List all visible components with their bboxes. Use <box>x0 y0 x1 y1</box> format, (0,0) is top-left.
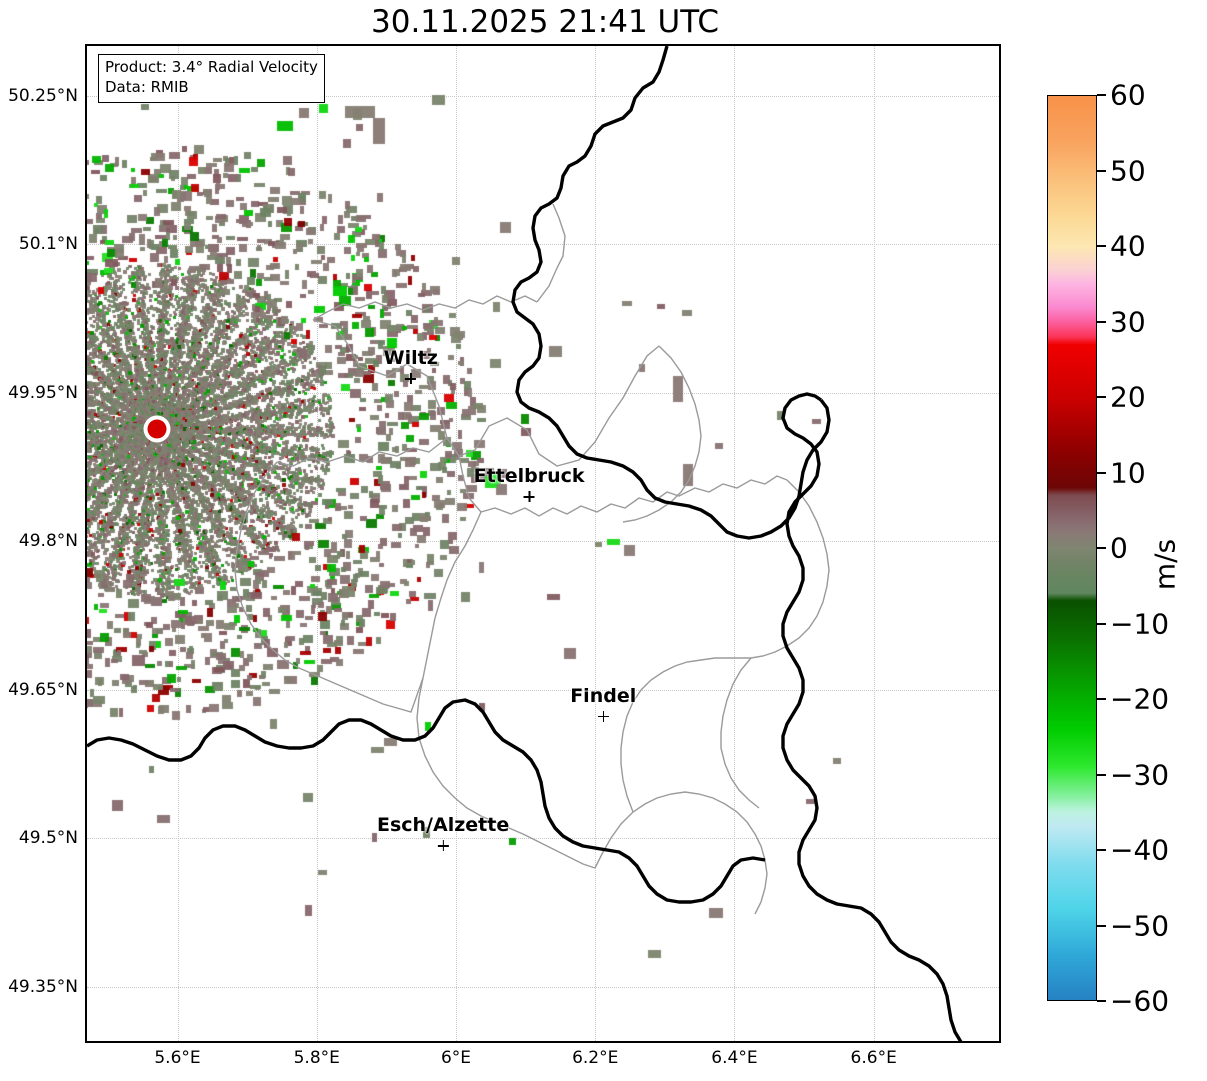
radar-map-plot[interactable]: Product: 3.4° Radial Velocity Data: RMIB… <box>85 44 1001 1043</box>
district-borders <box>234 203 830 915</box>
y-tick-label-6: 49.35°N <box>8 976 78 997</box>
x-tick-label-3: 6.2°E <box>572 1048 619 1068</box>
colorbar-tick-label-10: −40 <box>1110 833 1170 867</box>
info-product-line: Product: 3.4° Radial Velocity <box>105 58 318 76</box>
colorbar-tick-mark-3 <box>1097 320 1106 323</box>
colorbar-gradient <box>1047 95 1097 1001</box>
colorbar-tick-mark-8 <box>1097 698 1106 700</box>
colorbar-tick-label-12: −60 <box>1110 984 1170 1018</box>
colorbar[interactable]: 60 50 40 30 20 10 0 −10 −20 −30 −40 −50 −60 <box>1047 79 1169 1018</box>
colorbar-tick-label-9: −30 <box>1110 758 1170 791</box>
x-tick-label-2: 6°E <box>440 1048 471 1068</box>
info-box: Product: 3.4° Radial Velocity Data: RMIB <box>98 54 325 103</box>
x-tick-label-0: 5.6°E <box>154 1048 201 1068</box>
y-tick-label-3: 49.8°N <box>18 531 78 552</box>
x-tick-label-5: 6.6°E <box>850 1048 897 1068</box>
colorbar-tick-label-4: 20 <box>1110 380 1146 414</box>
colorbar-tick-mark-11 <box>1097 924 1106 927</box>
colorbar-tick-mark-6 <box>1097 547 1106 549</box>
radar-site-marker[interactable] <box>147 419 167 439</box>
country-borders <box>87 46 963 1041</box>
y-tick-label-2: 49.95°N <box>8 382 78 403</box>
colorbar-tick-mark-9 <box>1097 773 1106 776</box>
colorbar-tick-label-5: 10 <box>1110 456 1146 489</box>
colorbar-tick-label-2: 40 <box>1110 229 1146 263</box>
colorbar-axis-label: m/s <box>1148 538 1182 591</box>
colorbar-tick-label-1: 50 <box>1110 154 1146 187</box>
x-tick-label-1: 5.8°E <box>293 1048 340 1068</box>
colorbar-tick-label-8: −20 <box>1110 682 1170 716</box>
colorbar-tick-label-7: −10 <box>1110 607 1170 640</box>
y-tick-label-1: 50.1°N <box>18 234 78 254</box>
colorbar-tick-mark-2 <box>1097 245 1106 247</box>
colorbar-tick-mark-1 <box>1097 169 1106 172</box>
colorbar-tick-mark-4 <box>1097 396 1106 398</box>
colorbar-tick-mark-12 <box>1097 1000 1106 1002</box>
map-vector-layer <box>87 46 963 1041</box>
colorbar-tick-label-11: −50 <box>1110 909 1170 942</box>
colorbar-tick-label-6: 0 <box>1110 531 1128 565</box>
y-tick-label-0: 50.25°N <box>8 85 78 106</box>
info-data-line: Data: RMIB <box>105 77 189 96</box>
colorbar-tick-mark-0 <box>1097 94 1106 96</box>
colorbar-tick-mark-10 <box>1097 849 1106 851</box>
colorbar-tick-mark-7 <box>1097 622 1106 625</box>
colorbar-tick-mark-5 <box>1097 471 1106 474</box>
y-tick-label-5: 49.5°N <box>18 828 78 849</box>
x-tick-label-4: 6.4°E <box>711 1048 758 1068</box>
y-tick-label-4: 49.65°N <box>8 679 78 700</box>
colorbar-tick-label-0: 60 <box>1110 78 1146 112</box>
colorbar-tick-label-3: 30 <box>1110 305 1146 338</box>
page-title: 30.11.2025 21:41 UTC <box>371 4 719 40</box>
